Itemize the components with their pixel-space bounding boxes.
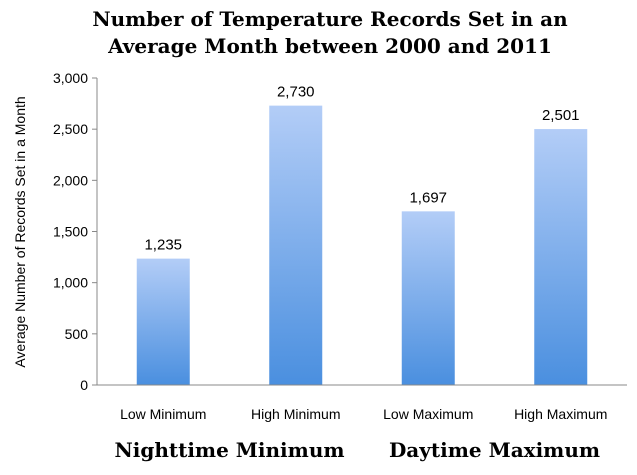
data-label: 2,730 xyxy=(277,84,315,101)
data-label: 1,697 xyxy=(409,189,447,206)
data-labels: 1,235 2,730 1,697 2,501 xyxy=(144,84,579,254)
y-axis-label: Average Number of Records Set in a Month xyxy=(12,96,28,367)
bar-low-maximum xyxy=(401,211,455,385)
y-axis-ticks: 0 500 1,000 1,500 2,000 2,500 3,000 xyxy=(53,70,97,393)
y-tick-label: 1,000 xyxy=(53,275,88,291)
category-label: High Minimum xyxy=(251,406,340,422)
bar-low-minimum xyxy=(136,258,190,385)
category-labels: Low Minimum High Minimum Low Maximum High M… xyxy=(120,406,607,422)
y-tick-label: 1,500 xyxy=(53,224,88,240)
bar-high-minimum xyxy=(269,105,323,385)
group-label: Daytime Maximum xyxy=(389,438,600,462)
bar-high-maximum xyxy=(534,129,588,385)
y-tick-label: 0 xyxy=(80,377,88,393)
chart-title-line-1: Number of Temperature Records Set in an xyxy=(92,7,568,31)
y-tick-label: 2,000 xyxy=(53,172,88,188)
chart-title-line-2: Average Month between 2000 and 2011 xyxy=(107,34,552,58)
bars xyxy=(136,105,588,385)
category-label: Low Maximum xyxy=(383,406,473,422)
y-tick-label: 2,500 xyxy=(53,121,88,137)
y-tick-label: 500 xyxy=(65,326,89,342)
group-labels: Nighttime Minimum Daytime Maximum xyxy=(114,438,600,462)
data-label: 1,235 xyxy=(144,237,182,254)
group-label: Nighttime Minimum xyxy=(114,438,344,462)
category-label: Low Minimum xyxy=(120,406,206,422)
category-label: High Maximum xyxy=(514,406,607,422)
data-label: 2,501 xyxy=(542,107,580,124)
y-tick-label: 3,000 xyxy=(53,70,88,86)
